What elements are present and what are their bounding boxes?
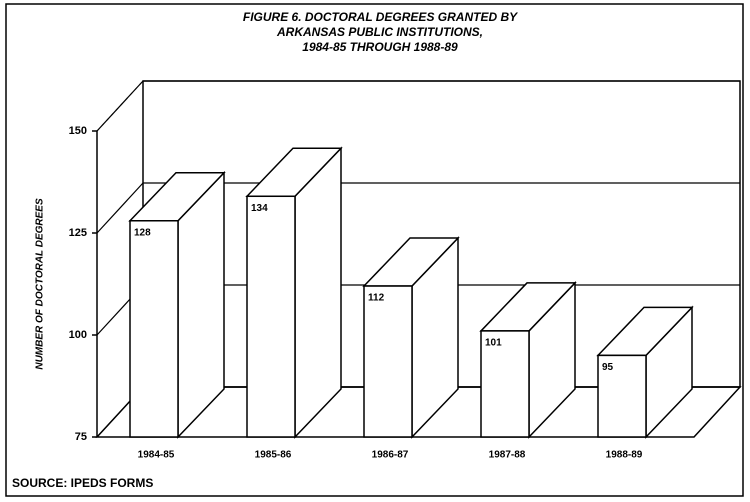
source-note: SOURCE: IPEDS FORMS <box>12 476 153 490</box>
x-tick-label: 1984-85 <box>138 450 175 461</box>
y-tick-label: 100 <box>69 329 87 341</box>
y-axis-label: NUMBER OF DOCTORAL DEGREES <box>35 198 46 370</box>
x-tick-label: 1985-86 <box>255 450 292 461</box>
chart-title: ARKANSAS PUBLIC INSTITUTIONS, <box>276 25 483 39</box>
bar <box>597 354 647 438</box>
y-tick-label: 125 <box>69 227 87 239</box>
bar-side <box>294 146 342 439</box>
data-label: 101 <box>485 338 502 349</box>
data-label: 128 <box>134 227 151 238</box>
chart-title: 1984-85 THROUGH 1988-89 <box>302 40 458 54</box>
x-tick-label: 1986-87 <box>372 450 409 461</box>
data-label: 95 <box>602 362 614 373</box>
grid-line <box>96 80 144 132</box>
bar <box>129 220 179 438</box>
x-tick-label: 1988-89 <box>606 450 643 461</box>
data-label: 134 <box>251 203 268 214</box>
x-tick-label: 1987-88 <box>489 450 526 461</box>
bar <box>246 195 296 438</box>
data-label: 112 <box>368 293 385 304</box>
grid-line <box>96 182 144 234</box>
y-tick-label: 75 <box>75 431 87 443</box>
bar <box>480 330 530 438</box>
chart-title: FIGURE 6. DOCTORAL DEGREES GRANTED BY <box>243 10 518 24</box>
y-tick-label: 150 <box>69 125 87 137</box>
bar <box>363 285 413 438</box>
frame <box>5 3 744 497</box>
